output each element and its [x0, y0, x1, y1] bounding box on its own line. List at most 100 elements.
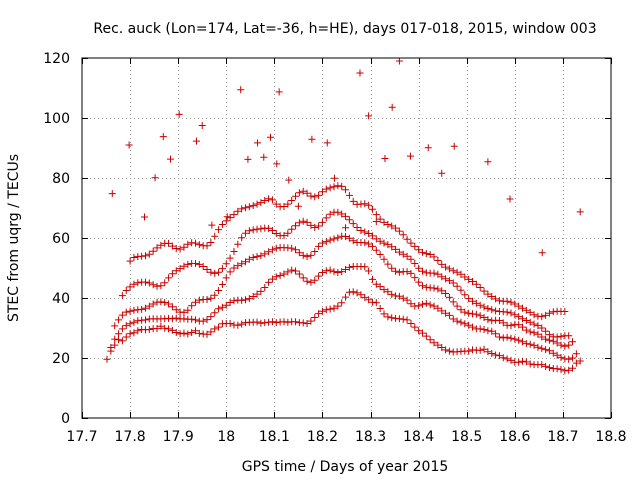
- data-point-marker: [430, 253, 438, 261]
- data-point-marker: [257, 199, 265, 207]
- y-tick-label: 0: [61, 411, 70, 427]
- data-point-marker: [361, 293, 369, 301]
- data-point-marker: [499, 354, 507, 362]
- data-point-marker: [465, 295, 473, 303]
- data-point-marker: [288, 197, 296, 204]
- data-point-marker: [330, 235, 338, 243]
- data-point-marker: [211, 309, 219, 317]
- data-point-marker: [180, 243, 188, 251]
- data-point-marker: [407, 239, 415, 247]
- data-point-marker: [284, 229, 292, 237]
- data-point-marker: [465, 321, 473, 329]
- data-point-marker: [203, 266, 211, 273]
- data-point-marker: [261, 284, 269, 291]
- data-point-marker: [222, 301, 230, 309]
- data-point-marker: [188, 329, 196, 336]
- data-point-marker: [569, 338, 577, 346]
- data-point-marker: [280, 232, 288, 240]
- data-point-marker: [268, 275, 276, 283]
- data-point-marker: [342, 233, 350, 240]
- data-point-marker: [307, 192, 315, 200]
- data-point-marker: [244, 155, 252, 163]
- data-point-marker: [108, 190, 116, 198]
- data-point-marker: [438, 307, 446, 315]
- data-point-marker: [484, 290, 492, 298]
- data-point-marker: [322, 238, 330, 246]
- data-point-marker: [384, 260, 392, 268]
- data-point-marker: [395, 248, 403, 256]
- data-point-marker: [168, 303, 176, 311]
- data-point-marker: [465, 347, 473, 355]
- data-point-marker: [557, 341, 565, 349]
- data-point-marker: [103, 355, 111, 363]
- data-point-marker: [565, 341, 573, 349]
- data-point-marker: [180, 315, 188, 323]
- data-point-marker: [507, 298, 515, 306]
- data-point-marker: [507, 322, 515, 330]
- data-point-marker: [361, 228, 369, 236]
- data-point-marker: [530, 329, 538, 337]
- x-tick-label: 18: [217, 429, 235, 445]
- data-point-marker: [115, 336, 123, 344]
- data-point-marker: [253, 200, 261, 208]
- data-point-marker: [334, 302, 342, 310]
- data-point-marker: [438, 273, 446, 281]
- data-point-marker: [418, 329, 426, 337]
- data-point-marker: [215, 287, 223, 294]
- data-point-marker: [465, 275, 473, 283]
- data-point-marker: [380, 310, 388, 318]
- data-point-marker: [545, 364, 553, 372]
- data-point-marker: [208, 221, 216, 229]
- data-point-marker: [218, 281, 226, 288]
- data-point-marker: [303, 189, 311, 197]
- data-point-marker: [561, 342, 569, 350]
- axis-ticks: [82, 58, 612, 419]
- data-point-marker: [392, 245, 400, 253]
- data-point-marker: [480, 303, 488, 311]
- data-point-marker: [318, 307, 326, 315]
- data-point-marker: [342, 186, 350, 194]
- data-point-marker: [442, 309, 450, 317]
- data-point-marker: [365, 201, 373, 209]
- data-point-marker: [395, 292, 403, 300]
- data-point-marker: [168, 315, 176, 323]
- data-point-marker: [488, 306, 496, 314]
- data-point-marker: [211, 325, 219, 333]
- data-point-marker: [138, 252, 146, 260]
- data-point-marker: [253, 318, 261, 326]
- data-point-marker: [272, 244, 280, 252]
- data-point-marker: [526, 360, 534, 368]
- data-point-marker: [126, 257, 134, 265]
- data-point-marker: [215, 323, 223, 331]
- data-point-marker: [130, 306, 138, 314]
- data-point-marker: [522, 340, 530, 348]
- data-point-marker: [238, 234, 246, 242]
- data-point-marker: [330, 304, 338, 312]
- data-point-marker: [503, 333, 511, 341]
- data-point-marker: [538, 249, 546, 257]
- data-point-marker: [480, 326, 488, 333]
- data-point-marker: [338, 268, 346, 276]
- data-point-marker: [157, 322, 165, 330]
- data-point-marker: [495, 333, 503, 341]
- data-point-marker: [292, 222, 300, 230]
- data-point-marker: [141, 252, 149, 260]
- data-point-marker: [311, 248, 319, 255]
- y-tick-label: 120: [43, 51, 70, 67]
- data-point-marker: [345, 263, 353, 271]
- data-point-marker: [184, 240, 192, 248]
- data-point-marker: [315, 310, 323, 318]
- y-tick-label: 20: [52, 351, 70, 367]
- data-point-marker: [284, 318, 292, 326]
- data-point-marker: [130, 254, 138, 261]
- data-point-marker: [198, 122, 206, 129]
- data-point-marker: [180, 262, 188, 270]
- data-point-marker: [265, 248, 273, 256]
- data-point-marker: [519, 304, 527, 312]
- data-point-marker: [557, 365, 565, 373]
- data-point-marker: [395, 57, 403, 65]
- data-point-marker: [349, 220, 357, 228]
- data-point-marker: [488, 317, 496, 325]
- data-point-marker: [534, 343, 542, 351]
- data-point-marker: [218, 265, 226, 273]
